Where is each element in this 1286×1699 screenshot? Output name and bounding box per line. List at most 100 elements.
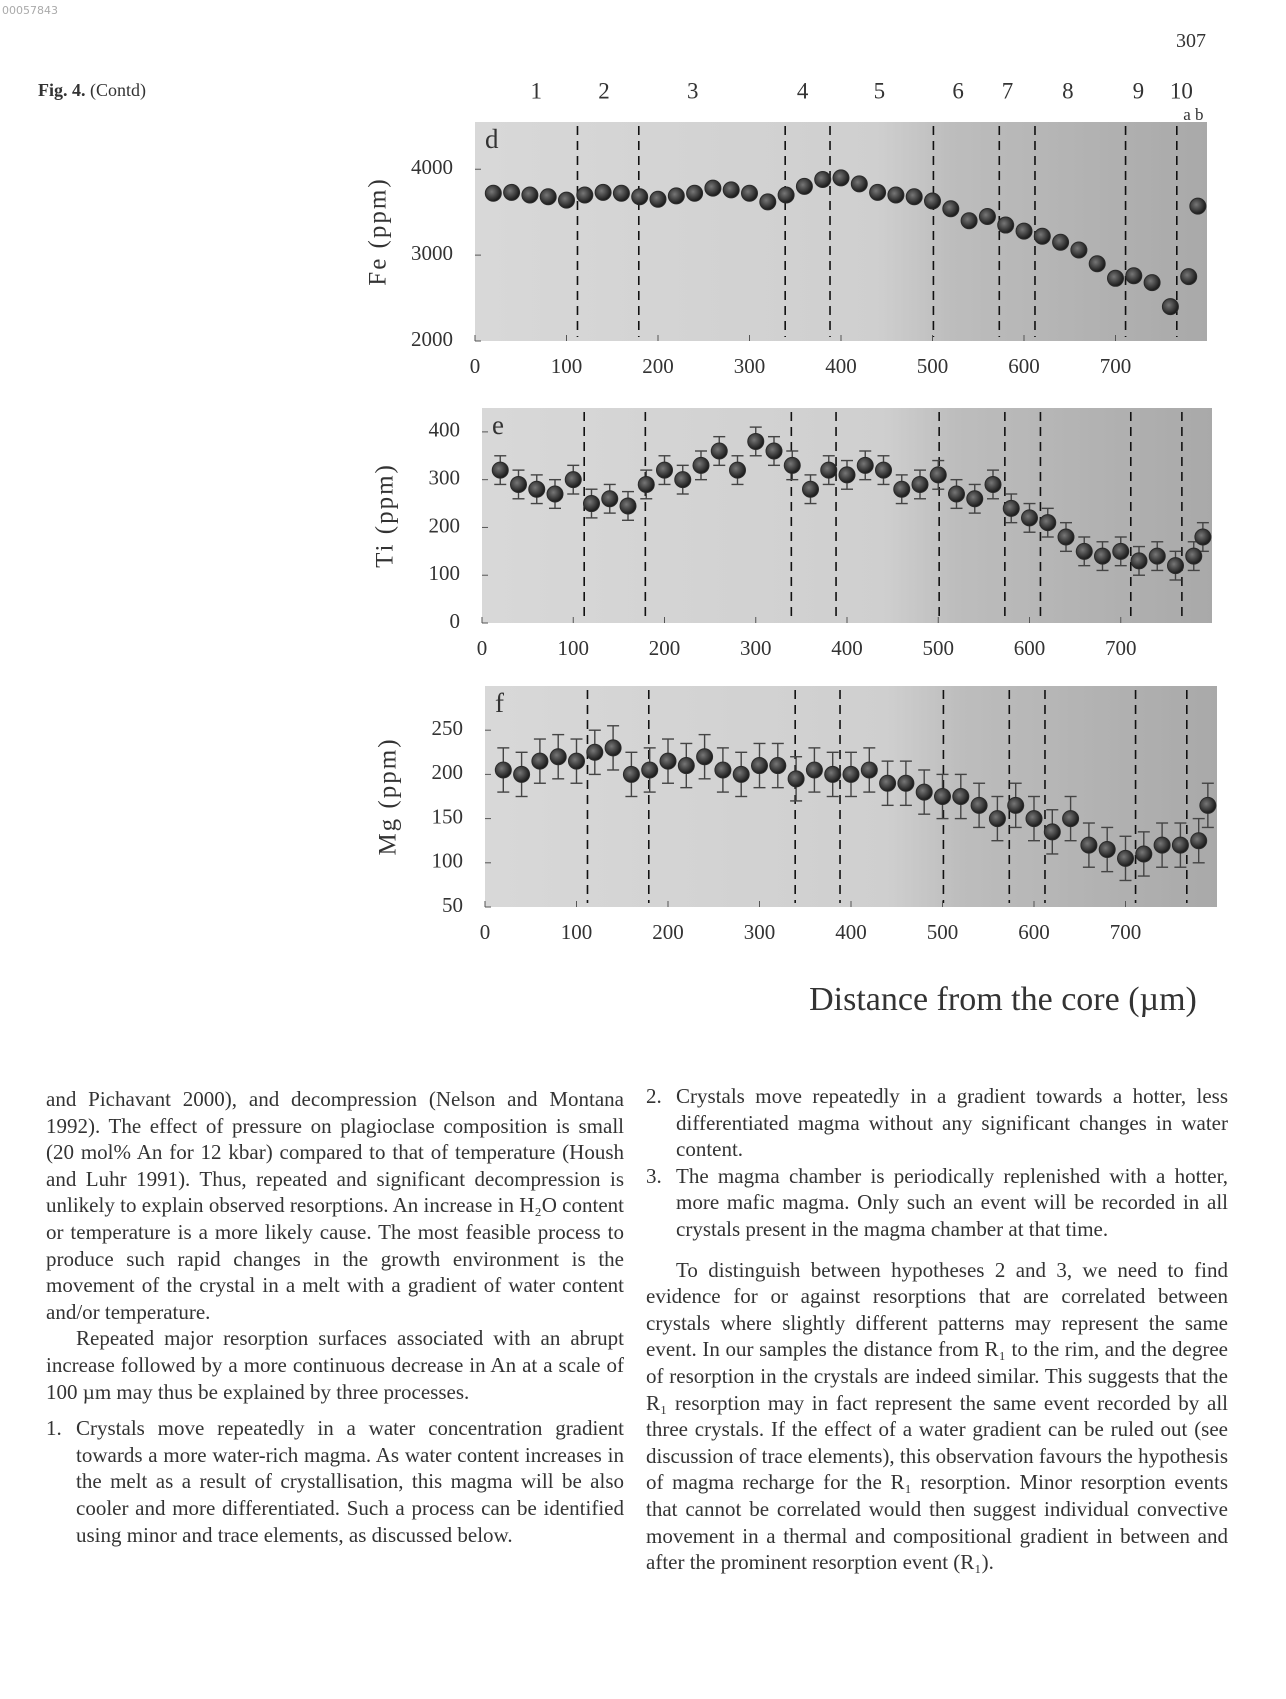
y-tick-label: 4000: [411, 155, 453, 179]
data-point: [1125, 267, 1143, 285]
data-point: [893, 480, 911, 498]
data-point: [860, 761, 878, 779]
data-point: [1070, 241, 1088, 259]
x-tick-label: 0: [470, 354, 481, 378]
data-point: [805, 761, 823, 779]
data-point: [924, 192, 941, 210]
data-point: [783, 456, 801, 474]
list-item: 1. Crystals move repeatedly in a water co…: [46, 1415, 624, 1548]
list-item: 3. The magma chamber is periodically repl…: [646, 1163, 1228, 1243]
list-text: Crystals move repeatedly in a gradient t…: [676, 1084, 1228, 1162]
data-point: [934, 788, 951, 805]
y-tick-label: 200: [429, 513, 461, 537]
paragraph: To distinguish between hypotheses 2 and …: [646, 1257, 1228, 1575]
y-tick-label: 100: [429, 561, 461, 585]
plot-background: [475, 122, 1207, 341]
data-point: [929, 466, 947, 484]
zone-label: 1: [531, 78, 543, 103]
data-point: [710, 442, 728, 460]
data-point: [604, 739, 622, 757]
caption-label: Fig. 4.: [38, 80, 86, 100]
x-tick-label: 400: [835, 920, 867, 944]
data-point: [594, 183, 612, 201]
data-point: [622, 765, 640, 783]
x-tick-label: 300: [740, 636, 772, 660]
list-text: The magma chamber is periodically replen…: [676, 1163, 1228, 1241]
data-point: [1021, 509, 1038, 527]
data-point: [1062, 810, 1080, 828]
data-point: [842, 765, 860, 783]
data-point: [631, 188, 649, 206]
data-point: [787, 770, 805, 788]
data-point: [869, 183, 887, 201]
data-point: [641, 761, 659, 779]
data-point: [1130, 552, 1148, 570]
data-point: [1112, 542, 1130, 560]
data-point: [704, 179, 722, 197]
data-point: [875, 461, 892, 479]
x-tick-label: 600: [1018, 920, 1050, 944]
data-point: [1153, 836, 1171, 854]
data-point: [741, 184, 758, 202]
data-point: [586, 743, 604, 761]
data-point: [513, 765, 531, 783]
list-marker: 2.: [646, 1084, 662, 1108]
left-column: and Pichavant 2000), and decompression (…: [46, 1086, 624, 1548]
paragraph: and Pichavant 2000), and decompression (…: [46, 1087, 624, 1324]
zone-label: 9: [1133, 78, 1145, 103]
data-point: [1185, 547, 1203, 565]
data-point: [897, 774, 915, 792]
data-point: [984, 475, 1002, 493]
data-point: [692, 456, 710, 474]
figure: Distance from the core (µm) 200030004000…: [365, 78, 1217, 1018]
data-point: [674, 471, 692, 489]
data-point: [856, 456, 874, 474]
y-tick-label: 300: [429, 465, 461, 489]
data-point: [838, 466, 856, 484]
x-tick-label: 300: [744, 920, 776, 944]
data-point: [686, 184, 704, 202]
data-point: [795, 177, 813, 195]
data-point: [948, 485, 965, 503]
data-point: [549, 748, 567, 766]
data-point: [714, 761, 732, 779]
data-point: [966, 490, 984, 508]
data-point: [1194, 528, 1212, 546]
zone-label: 7: [1002, 78, 1014, 103]
data-point: [649, 190, 667, 208]
data-point: [1088, 255, 1106, 273]
data-point: [814, 171, 832, 189]
data-point: [503, 183, 521, 201]
data-point: [521, 186, 539, 204]
panel-label: f: [495, 688, 504, 718]
paragraph: Repeated major resorption surfaces assoc…: [46, 1326, 624, 1404]
data-point: [879, 774, 897, 792]
y-axis-title: Fe (ppm): [365, 177, 392, 285]
data-point: [1025, 810, 1043, 828]
data-point: [696, 748, 714, 766]
zone-label: 8: [1062, 78, 1074, 103]
data-point: [564, 471, 582, 489]
data-point: [637, 475, 655, 493]
y-tick-label: 50: [442, 893, 463, 917]
x-tick-label: 200: [642, 354, 674, 378]
data-point: [970, 796, 988, 814]
data-point: [802, 480, 819, 498]
data-point: [765, 442, 783, 460]
y-tick-label: 400: [429, 418, 461, 442]
data-point: [558, 191, 575, 209]
data-point: [667, 187, 685, 205]
y-tick-label: 3000: [411, 241, 453, 265]
data-point: [824, 765, 842, 783]
data-point: [729, 461, 746, 479]
y-tick-label: 2000: [411, 327, 453, 351]
data-point: [576, 186, 594, 204]
figure-caption: Fig. 4. (Contd): [38, 80, 146, 101]
data-point: [820, 461, 838, 479]
list-marker: 3.: [646, 1163, 662, 1188]
data-point: [777, 186, 795, 204]
data-point: [732, 765, 750, 783]
data-point: [988, 810, 1006, 828]
caption-suffix: (Contd): [90, 80, 146, 100]
